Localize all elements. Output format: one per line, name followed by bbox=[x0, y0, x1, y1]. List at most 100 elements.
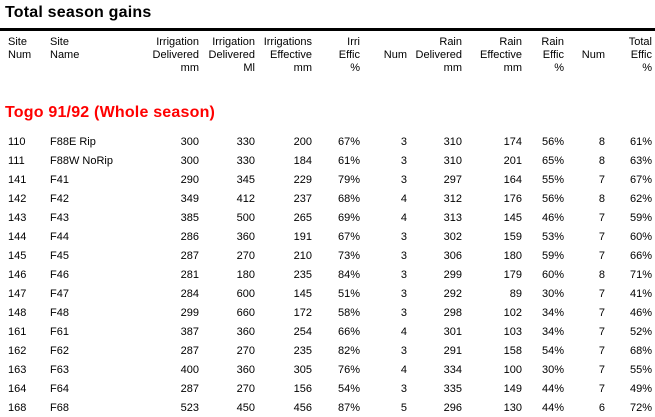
header-cell-irrigations-num bbox=[360, 35, 407, 48]
cell-irrigations-num: 3 bbox=[400, 135, 407, 148]
cell-irrigation-delivered-mm: 287 bbox=[180, 382, 199, 395]
header-cell-site-name: Name bbox=[50, 49, 80, 61]
cell-irrigation-delivered-mm: 349 bbox=[180, 192, 199, 205]
cell-rain-effic-pct: 53% bbox=[541, 230, 564, 243]
header-cell-irri-effic-pct: % bbox=[350, 62, 360, 74]
cell-irri-effic-pct: 61% bbox=[337, 154, 360, 167]
cell-rain-effective-mm: 159 bbox=[503, 230, 522, 243]
cell-rain-delivered-mm: 313 bbox=[443, 211, 462, 224]
cell-irrigation-delivered-ml: 600 bbox=[236, 287, 255, 300]
cell-irri-effic-pct: 54% bbox=[337, 382, 360, 395]
cell-rain-effective-mm: 176 bbox=[503, 192, 522, 205]
table-row: 144 F44 286 360 191 67% 3 302 159 53% 7 60% bbox=[0, 227, 652, 246]
season-gains-table: Site Site Irrigation Irrigation Irrigations I… bbox=[0, 35, 652, 417]
header-cell-rain-effic-pct: Rain bbox=[541, 36, 564, 48]
cell-irri-effic-pct: 58% bbox=[337, 306, 360, 319]
cell-irrigations-effective-mm: 235 bbox=[293, 344, 312, 357]
cell-rain-effic-pct: 56% bbox=[541, 192, 564, 205]
cell-rain-effective-mm: 130 bbox=[503, 401, 522, 414]
cell-rain-effic-pct: 56% bbox=[541, 135, 564, 148]
cell-rain-delivered-mm: 312 bbox=[443, 192, 462, 205]
cell-irri-effic-pct: 73% bbox=[337, 249, 360, 262]
cell-irrigation-delivered-mm: 523 bbox=[180, 401, 199, 414]
cell-irrigation-delivered-ml: 345 bbox=[236, 173, 255, 186]
cell-rain-num: 8 bbox=[598, 268, 605, 281]
cell-total-effic-pct: 66% bbox=[629, 249, 652, 262]
cell-irrigation-delivered-mm: 400 bbox=[180, 363, 199, 376]
cell-total-effic-pct: 59% bbox=[629, 211, 652, 224]
title-rule bbox=[0, 28, 655, 31]
cell-rain-delivered-mm: 335 bbox=[443, 382, 462, 395]
cell-rain-num: 7 bbox=[598, 211, 605, 224]
cell-site-name: F68 bbox=[50, 401, 69, 414]
cell-irri-effic-pct: 51% bbox=[337, 287, 360, 300]
header-cell-site-num bbox=[0, 61, 44, 74]
cell-site-name: F64 bbox=[50, 382, 69, 395]
cell-rain-num: 7 bbox=[598, 306, 605, 319]
cell-site-name: F46 bbox=[50, 268, 69, 281]
cell-total-effic-pct: 55% bbox=[629, 363, 652, 376]
cell-irrigations-num: 3 bbox=[400, 382, 407, 395]
cell-site-name: F47 bbox=[50, 287, 69, 300]
table-row: 168 F68 523 450 456 87% 5 296 130 44% 6 72% bbox=[0, 398, 652, 417]
cell-site-num: 147 bbox=[8, 287, 27, 300]
table-row: 161 F61 387 360 254 66% 4 301 103 34% 7 52% bbox=[0, 322, 652, 341]
cell-irrigations-effective-mm: 254 bbox=[293, 325, 312, 338]
cell-rain-effective-mm: 102 bbox=[503, 306, 522, 319]
table-row: 162 F62 287 270 235 82% 3 291 158 54% 7 68% bbox=[0, 341, 652, 360]
cell-irrigations-num: 4 bbox=[400, 192, 407, 205]
table-row: 148 F48 299 660 172 58% 3 298 102 34% 7 46% bbox=[0, 303, 652, 322]
cell-rain-num: 7 bbox=[598, 382, 605, 395]
cell-site-name: F45 bbox=[50, 249, 69, 262]
cell-rain-effective-mm: 100 bbox=[503, 363, 522, 376]
header-cell-rain-num bbox=[564, 61, 605, 74]
group-heading: Togo 91/92 (Whole season) bbox=[5, 104, 216, 121]
cell-rain-effective-mm: 145 bbox=[503, 211, 522, 224]
header-cell-irrigation-delivered-ml: Ml bbox=[243, 62, 255, 74]
cell-irri-effic-pct: 79% bbox=[337, 173, 360, 186]
table-header: Site Site Irrigation Irrigation Irrigations I… bbox=[0, 35, 652, 74]
cell-site-name: F41 bbox=[50, 173, 69, 186]
header-cell-site-num: Num bbox=[8, 49, 32, 61]
table-row: 142 F42 349 412 237 68% 4 312 176 56% 8 62% bbox=[0, 189, 652, 208]
cell-rain-effective-mm: 180 bbox=[503, 249, 522, 262]
cell-rain-effic-pct: 65% bbox=[541, 154, 564, 167]
cell-irrigation-delivered-mm: 300 bbox=[180, 135, 199, 148]
cell-irrigations-num: 3 bbox=[400, 154, 407, 167]
cell-site-name: F42 bbox=[50, 192, 69, 205]
table-row: 111 F88W NoRip 300 330 184 61% 3 310 201 65% 8 63% bbox=[0, 151, 652, 170]
cell-irrigation-delivered-mm: 387 bbox=[180, 325, 199, 338]
cell-total-effic-pct: 68% bbox=[629, 344, 652, 357]
header-row: Site Site Irrigation Irrigation Irrigations I… bbox=[0, 35, 652, 48]
cell-rain-effective-mm: 174 bbox=[503, 135, 522, 148]
cell-total-effic-pct: 62% bbox=[629, 192, 652, 205]
cell-irrigation-delivered-ml: 450 bbox=[236, 401, 255, 414]
header-cell-rain-effic-pct: Effic bbox=[542, 49, 564, 61]
cell-irrigations-effective-mm: 265 bbox=[293, 211, 312, 224]
cell-site-num: 143 bbox=[8, 211, 27, 224]
cell-site-num: 111 bbox=[8, 154, 25, 167]
cell-rain-delivered-mm: 302 bbox=[443, 230, 462, 243]
cell-irrigation-delivered-mm: 300 bbox=[180, 154, 199, 167]
cell-irrigation-delivered-ml: 500 bbox=[236, 211, 255, 224]
cell-site-num: 162 bbox=[8, 344, 27, 357]
cell-rain-delivered-mm: 291 bbox=[443, 344, 462, 357]
cell-rain-num: 8 bbox=[598, 135, 605, 148]
cell-rain-effic-pct: 54% bbox=[541, 344, 564, 357]
header-cell-irrigation-delivered-mm: Delivered bbox=[152, 49, 199, 61]
cell-rain-effic-pct: 34% bbox=[541, 306, 564, 319]
cell-rain-effic-pct: 44% bbox=[541, 401, 564, 414]
cell-site-name: F88W NoRip bbox=[50, 154, 113, 167]
header-cell-site-num: Site bbox=[8, 36, 27, 48]
cell-rain-delivered-mm: 298 bbox=[443, 306, 462, 319]
cell-irrigations-effective-mm: 191 bbox=[293, 230, 312, 243]
cell-rain-delivered-mm: 334 bbox=[443, 363, 462, 376]
cell-irrigations-num: 3 bbox=[400, 268, 407, 281]
header-cell-irrigations-effective-mm: Effective bbox=[270, 49, 312, 61]
cell-irrigation-delivered-ml: 360 bbox=[236, 325, 255, 338]
cell-rain-effic-pct: 30% bbox=[541, 363, 564, 376]
header-cell-rain-delivered-mm: Rain bbox=[439, 36, 462, 48]
header-cell-irrigations-effective-mm: mm bbox=[293, 62, 312, 74]
cell-irri-effic-pct: 87% bbox=[337, 401, 360, 414]
